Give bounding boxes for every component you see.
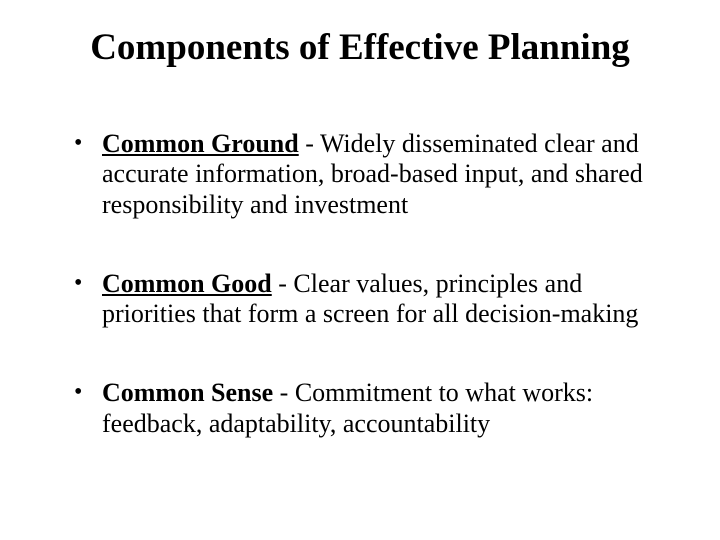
bullet-term: Common Good	[102, 269, 272, 298]
bullet-list: Common Ground - Widely disseminated clea…	[70, 129, 660, 440]
list-item: Common Sense - Commitment to what works:…	[70, 378, 660, 439]
bullet-term: Common Ground	[102, 129, 299, 158]
bullet-sep: -	[299, 129, 320, 158]
list-item: Common Ground - Widely disseminated clea…	[70, 129, 660, 221]
bullet-sep: -	[273, 378, 295, 407]
list-item: Common Good - Clear values, principles a…	[70, 269, 660, 330]
bullet-term: Common Sense	[102, 378, 273, 407]
slide-title: Components of Effective Planning	[50, 28, 670, 69]
slide: Components of Effective Planning Common …	[0, 0, 720, 540]
bullet-sep: -	[272, 269, 294, 298]
